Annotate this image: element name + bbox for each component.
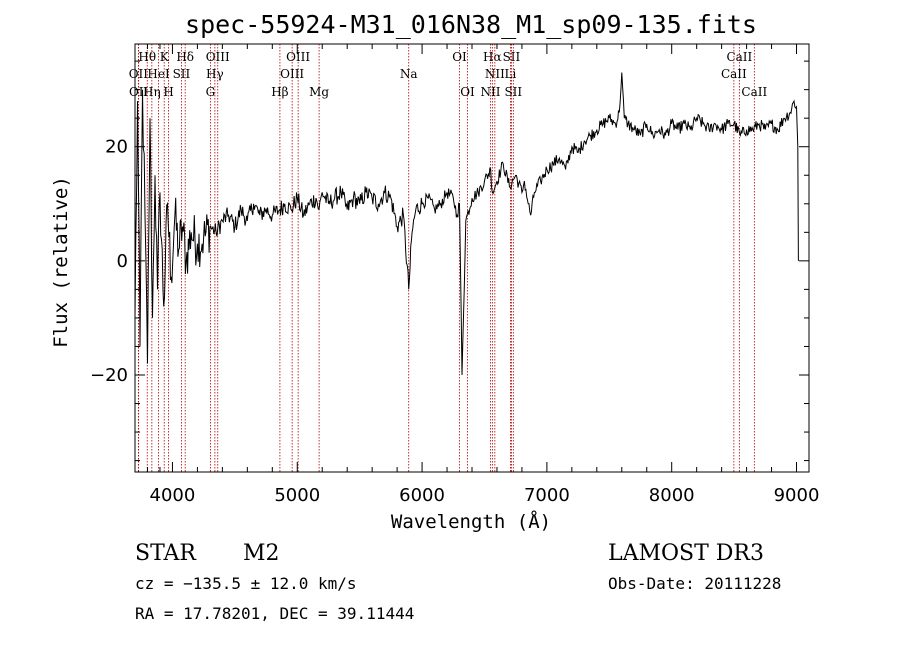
x-tick-label: 8000 [649,485,695,506]
x-tick-label: 6000 [399,485,445,506]
x-tick-label: 7000 [524,485,570,506]
spectral-line-label: Na [400,67,418,81]
spectral-line-label: G [206,85,216,99]
spectral-line-label: SII [503,50,521,64]
spectral-line-label: Hα [483,50,502,64]
x-tick-label: 4000 [150,485,196,506]
spectral-line-label: Hβ [271,85,288,99]
spectral-line-label: HeI [147,67,170,81]
spectral-line-label: SII [173,67,191,81]
coordinates-readout: RA = 17.78201, DEC = 39.11444 [135,604,414,623]
velocity-readout: cz = −135.5 ± 12.0 km/s [135,574,357,593]
spectral-line-label: Hγ [206,67,224,81]
spectral-line-label: CaII [726,50,752,64]
y-axis-label: Flux (relative) [50,176,72,348]
y-tick-label: 20 [105,137,128,158]
spectral-line-label: OIII [280,67,304,81]
y-tick-label: −20 [90,365,128,386]
spectral-line-label: OI [460,85,475,99]
chart-title: spec-55924-M31_016N38_M1_sp09-135.fits [185,10,757,39]
spectral-line-label: Hθ [138,50,156,64]
spectral-line-label: Li [505,67,517,81]
survey-name: LAMOST DR3 [608,541,764,566]
spectral-line-label: Hη [143,85,161,99]
spectral-line-label: OIII [286,50,310,64]
x-tick-label: 9000 [774,485,820,506]
obs-date: Obs-Date: 20111228 [608,574,781,593]
spectral-line-label: OI [452,50,467,64]
axis-ticks: 4000 5000 6000 7000 8000 9000 −20 0 20 [90,44,819,506]
spectral-line-label: CaII [721,67,747,81]
spectrum-series-line [134,72,799,376]
plot-frame [134,43,810,473]
spectral-line-label: H [163,85,173,99]
spectral-line-label: NII [480,85,500,99]
spectral-line-label: CaII [741,85,767,99]
spectral-line-label: Mg [309,85,329,99]
spectral-line-label: SII [504,85,522,99]
object-class: STAR [135,541,197,566]
x-axis-label: Wavelength (Å) [391,510,551,533]
x-tick-label: 5000 [274,485,320,506]
spectral-line-label: OIII [206,50,230,64]
y-tick-label: 0 [117,251,128,272]
spectral-line-label: NII [485,67,505,81]
spectral-line-label: OII [129,85,149,99]
spectral-line-label: Hδ [176,50,194,64]
object-subclass: M2 [243,541,280,566]
spectral-line-label: K [160,50,170,64]
